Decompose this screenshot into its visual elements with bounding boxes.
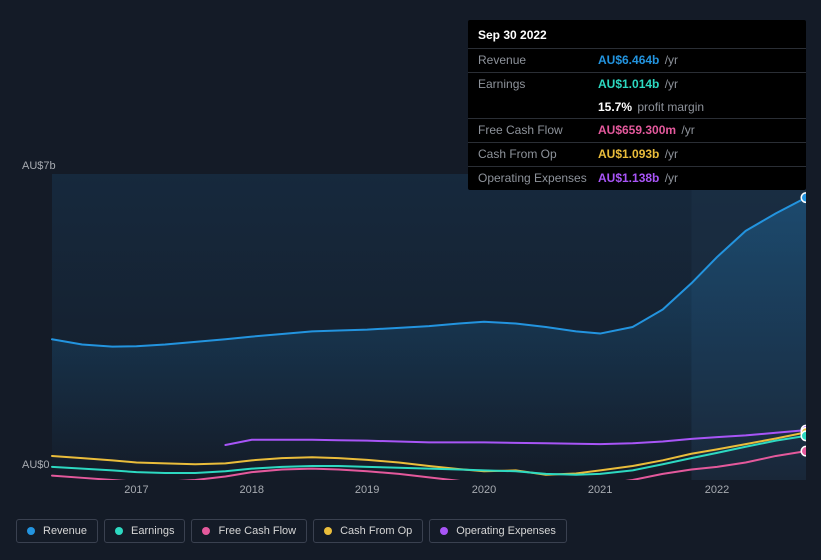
- legend-label: Cash From Op: [340, 525, 412, 537]
- tooltip-row-label: Operating Expenses: [478, 170, 598, 187]
- legend-label: Operating Expenses: [456, 525, 556, 537]
- tooltip-row-label: Cash From Op: [478, 146, 598, 163]
- tooltip-rows: RevenueAU$6.464b /yrEarningsAU$1.014b /y…: [468, 48, 806, 190]
- chart-svg: [16, 174, 806, 480]
- x-axis-label: 2017: [124, 484, 148, 496]
- x-axis-labels: 2017 2018 2019 2020 2021 2022: [52, 484, 806, 500]
- tooltip-row: RevenueAU$6.464b /yr: [468, 48, 806, 72]
- legend: Revenue Earnings Free Cash Flow Cash From O…: [16, 519, 567, 543]
- legend-item[interactable]: Operating Expenses: [429, 519, 567, 543]
- tooltip-row: 15.7% profit margin: [468, 96, 806, 119]
- tooltip-row-label: Earnings: [478, 76, 598, 93]
- tooltip-row: Operating ExpensesAU$1.138b /yr: [468, 166, 806, 190]
- tooltip-row: Free Cash FlowAU$659.300m /yr: [468, 118, 806, 142]
- x-axis-label: 2019: [355, 484, 379, 496]
- legend-label: Free Cash Flow: [218, 525, 296, 537]
- data-tooltip: Sep 30 2022 RevenueAU$6.464b /yrEarnings…: [468, 20, 806, 190]
- line-area-chart: [16, 174, 806, 480]
- legend-item[interactable]: Cash From Op: [313, 519, 423, 543]
- legend-dot-icon: [324, 527, 332, 535]
- tooltip-row-value: AU$1.093b /yr: [598, 146, 796, 163]
- tooltip-row-value: AU$6.464b /yr: [598, 52, 796, 69]
- tooltip-row-value: AU$1.014b /yr: [598, 76, 796, 93]
- tooltip-row-value: AU$1.138b /yr: [598, 170, 796, 187]
- legend-dot-icon: [115, 527, 123, 535]
- x-axis-label: 2018: [240, 484, 264, 496]
- x-axis-label: 2022: [705, 484, 729, 496]
- legend-item[interactable]: Earnings: [104, 519, 185, 543]
- y-axis-top-label: AU$7b: [22, 160, 56, 172]
- legend-dot-icon: [27, 527, 35, 535]
- tooltip-title: Sep 30 2022: [468, 20, 806, 48]
- tooltip-row-label: Free Cash Flow: [478, 122, 598, 139]
- chart-container: Sep 30 2022 RevenueAU$6.464b /yrEarnings…: [0, 0, 821, 560]
- tooltip-row-label: Revenue: [478, 52, 598, 69]
- legend-label: Revenue: [43, 525, 87, 537]
- tooltip-row-value: AU$659.300m /yr: [598, 122, 796, 139]
- tooltip-row: EarningsAU$1.014b /yr: [468, 72, 806, 96]
- x-axis-label: 2020: [472, 484, 496, 496]
- x-axis-label: 2021: [588, 484, 612, 496]
- legend-item[interactable]: Revenue: [16, 519, 98, 543]
- legend-dot-icon: [202, 527, 210, 535]
- tooltip-row: Cash From OpAU$1.093b /yr: [468, 142, 806, 166]
- tooltip-row-value: 15.7% profit margin: [598, 99, 796, 116]
- legend-dot-icon: [440, 527, 448, 535]
- legend-label: Earnings: [131, 525, 174, 537]
- legend-item[interactable]: Free Cash Flow: [191, 519, 307, 543]
